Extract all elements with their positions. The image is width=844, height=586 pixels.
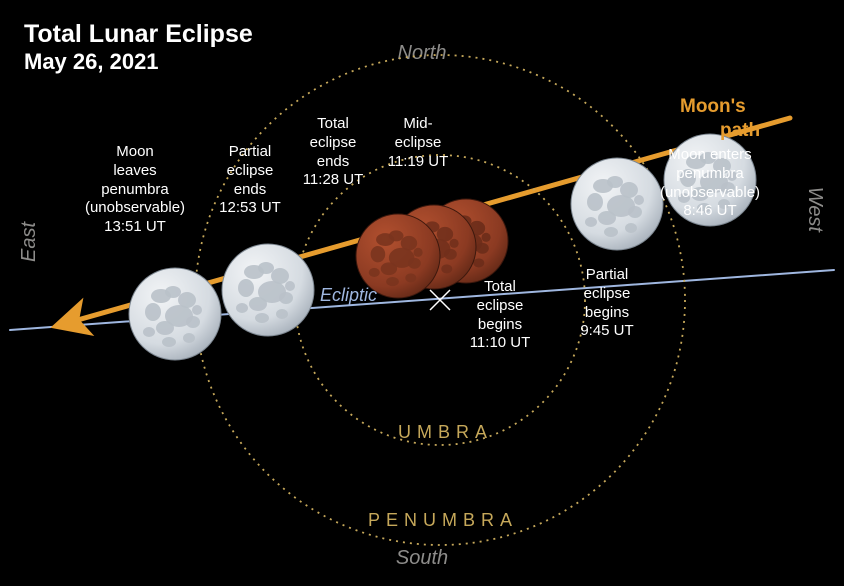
moon-path-label-1: Moon's: [680, 96, 746, 118]
enter-penumbra-lbl: Moon enters penumbra (unobservable) 8:46…: [660, 146, 760, 221]
total-end-lbl: Total eclipse ends 11:28 UT: [303, 115, 364, 190]
moon-partial-begin: [571, 158, 663, 250]
partial-begin-lbl: Partial eclipse begins 9:45 UT: [580, 266, 633, 341]
umbra-label: UMBRA: [398, 422, 493, 443]
moon-partial-end: [222, 244, 314, 336]
leave-penumbra-lbl: Moon leaves penumbra (unobservable) 13:5…: [85, 143, 185, 237]
diagram-svg: [0, 0, 844, 586]
mid-lbl: Mid- eclipse 11:19 UT: [388, 115, 449, 171]
total-begin-lbl: Total eclipse begins 11:10 UT: [470, 278, 531, 353]
ecliptic-label: Ecliptic: [320, 285, 377, 306]
eclipse-diagram: Total Lunar Eclipse May 26, 2021 North S…: [0, 0, 844, 586]
penumbra-label: PENUMBRA: [368, 510, 518, 531]
partial-end-lbl: Partial eclipse ends 12:53 UT: [219, 143, 281, 218]
moon-leave-penumbra: [129, 268, 221, 360]
moon-path-label-2: path: [720, 120, 760, 142]
